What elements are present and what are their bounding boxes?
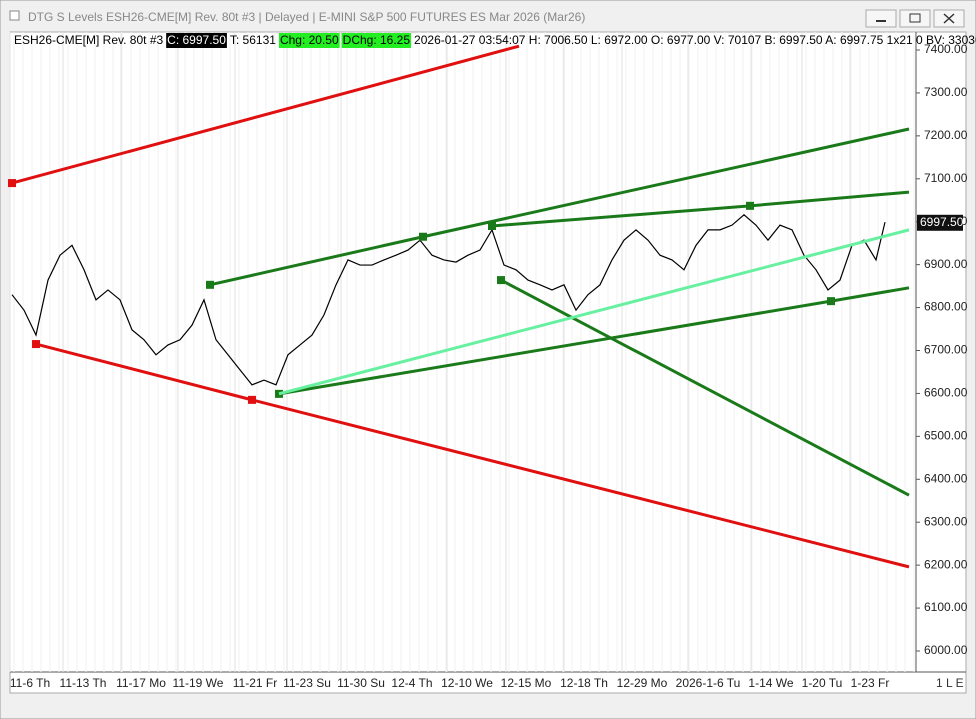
- header-highlight: [341, 33, 412, 48]
- header-highlight: [166, 33, 227, 48]
- y-tick-label: 6000.00: [924, 643, 968, 657]
- maximize-button[interactable]: [899, 9, 931, 28]
- trend-handle: [8, 179, 16, 188]
- x-tick-label: 11-23 Su: [283, 676, 331, 690]
- header-highlight: [278, 33, 340, 48]
- trend-handle: [419, 232, 427, 241]
- x-tick-label: 12-15 Mo: [501, 676, 552, 690]
- x-tick-label: 11-13 Th: [60, 676, 107, 690]
- chart-panel: [9, 31, 967, 694]
- y-tick-label: 6600.00: [924, 386, 968, 400]
- x-tick-label: 11-19 We: [173, 676, 224, 690]
- y-tick-label: 7300.00: [924, 85, 968, 99]
- y-tick-label: 6500.00: [924, 429, 968, 443]
- x-tick-label: 12-29 Mo: [617, 676, 668, 690]
- x-tick-label: 1-20 Tu: [802, 676, 843, 690]
- y-tick-label: 7400.00: [924, 42, 968, 56]
- x-tick-label: 11-17 Mo: [116, 676, 166, 690]
- window-title: DTG S Levels ESH26-CME[M] Rev. 80t #3 | …: [28, 10, 585, 24]
- y-tick-label: 6100.00: [924, 600, 968, 614]
- x-tick-label: 12-10 We: [441, 676, 493, 690]
- trend-line: [278, 228, 910, 396]
- trend-handle: [488, 222, 496, 231]
- y-tick-label: 6700.00: [924, 343, 968, 357]
- x-tick-label: 11-30 Su: [337, 676, 385, 690]
- x-tick-label: 11-21 Fr: [233, 676, 277, 690]
- x-tick-label: 1-23 Fr: [851, 676, 890, 690]
- y-tick-label: 7100.00: [924, 171, 968, 185]
- trend-handle: [827, 297, 835, 306]
- header-change: Chg: 20.50: [280, 33, 339, 47]
- header-ticks: T: 56131: [230, 33, 276, 47]
- minimize-button[interactable]: [865, 9, 897, 28]
- y-tick-label: 6400.00: [924, 471, 968, 485]
- axes: 6000.00 6100.00 6200.00 6300.00 6400.00 6500.…: [10, 42, 968, 690]
- trend-line: [500, 278, 910, 497]
- last-price-box: [917, 214, 963, 231]
- status-text: 1 L E: [936, 676, 964, 690]
- trend-handle: [248, 395, 256, 404]
- header-dchange: DChg: 16.25: [343, 33, 411, 47]
- y-tick-label: 6800.00: [924, 300, 968, 314]
- x-tick-label: 1-14 We: [748, 676, 793, 690]
- trend-handle: [746, 201, 754, 210]
- price-line: [11, 214, 886, 386]
- last-price-label: 6997.50: [920, 215, 964, 229]
- header-details: 2026-01-27 03:54:07 H: 7006.50 L: 6972.0…: [414, 33, 976, 47]
- plot: [8, 44, 910, 569]
- close-button[interactable]: [933, 9, 965, 28]
- y-tick-label: 7200.00: [924, 128, 968, 142]
- app-icon: [9, 10, 20, 21]
- trend-handle: [497, 276, 505, 285]
- x-tick-label: 12-4 Th: [391, 676, 432, 690]
- trend-handle: [206, 280, 214, 289]
- header-close: C: 6997.50: [167, 33, 226, 47]
- header-bar: ESH26-CME[M] Rev. 80t #3 C: 6997.50 T: 561…: [14, 33, 976, 48]
- x-tick-label: 12-18 Th: [560, 676, 608, 690]
- y-tick-label: 6300.00: [924, 514, 968, 528]
- x-tick-label: 11-6 Th: [10, 676, 50, 690]
- header-symbol: ESH26-CME[M] Rev. 80t #3: [14, 33, 163, 47]
- y-tick-label: 6900.00: [924, 257, 968, 271]
- trend-line: [11, 44, 520, 185]
- grid: [9, 32, 915, 672]
- y-tick-label: 6200.00: [924, 557, 968, 571]
- trend-handle: [32, 340, 40, 349]
- x-tick-label: 2026-1-6 Tu: [676, 676, 741, 690]
